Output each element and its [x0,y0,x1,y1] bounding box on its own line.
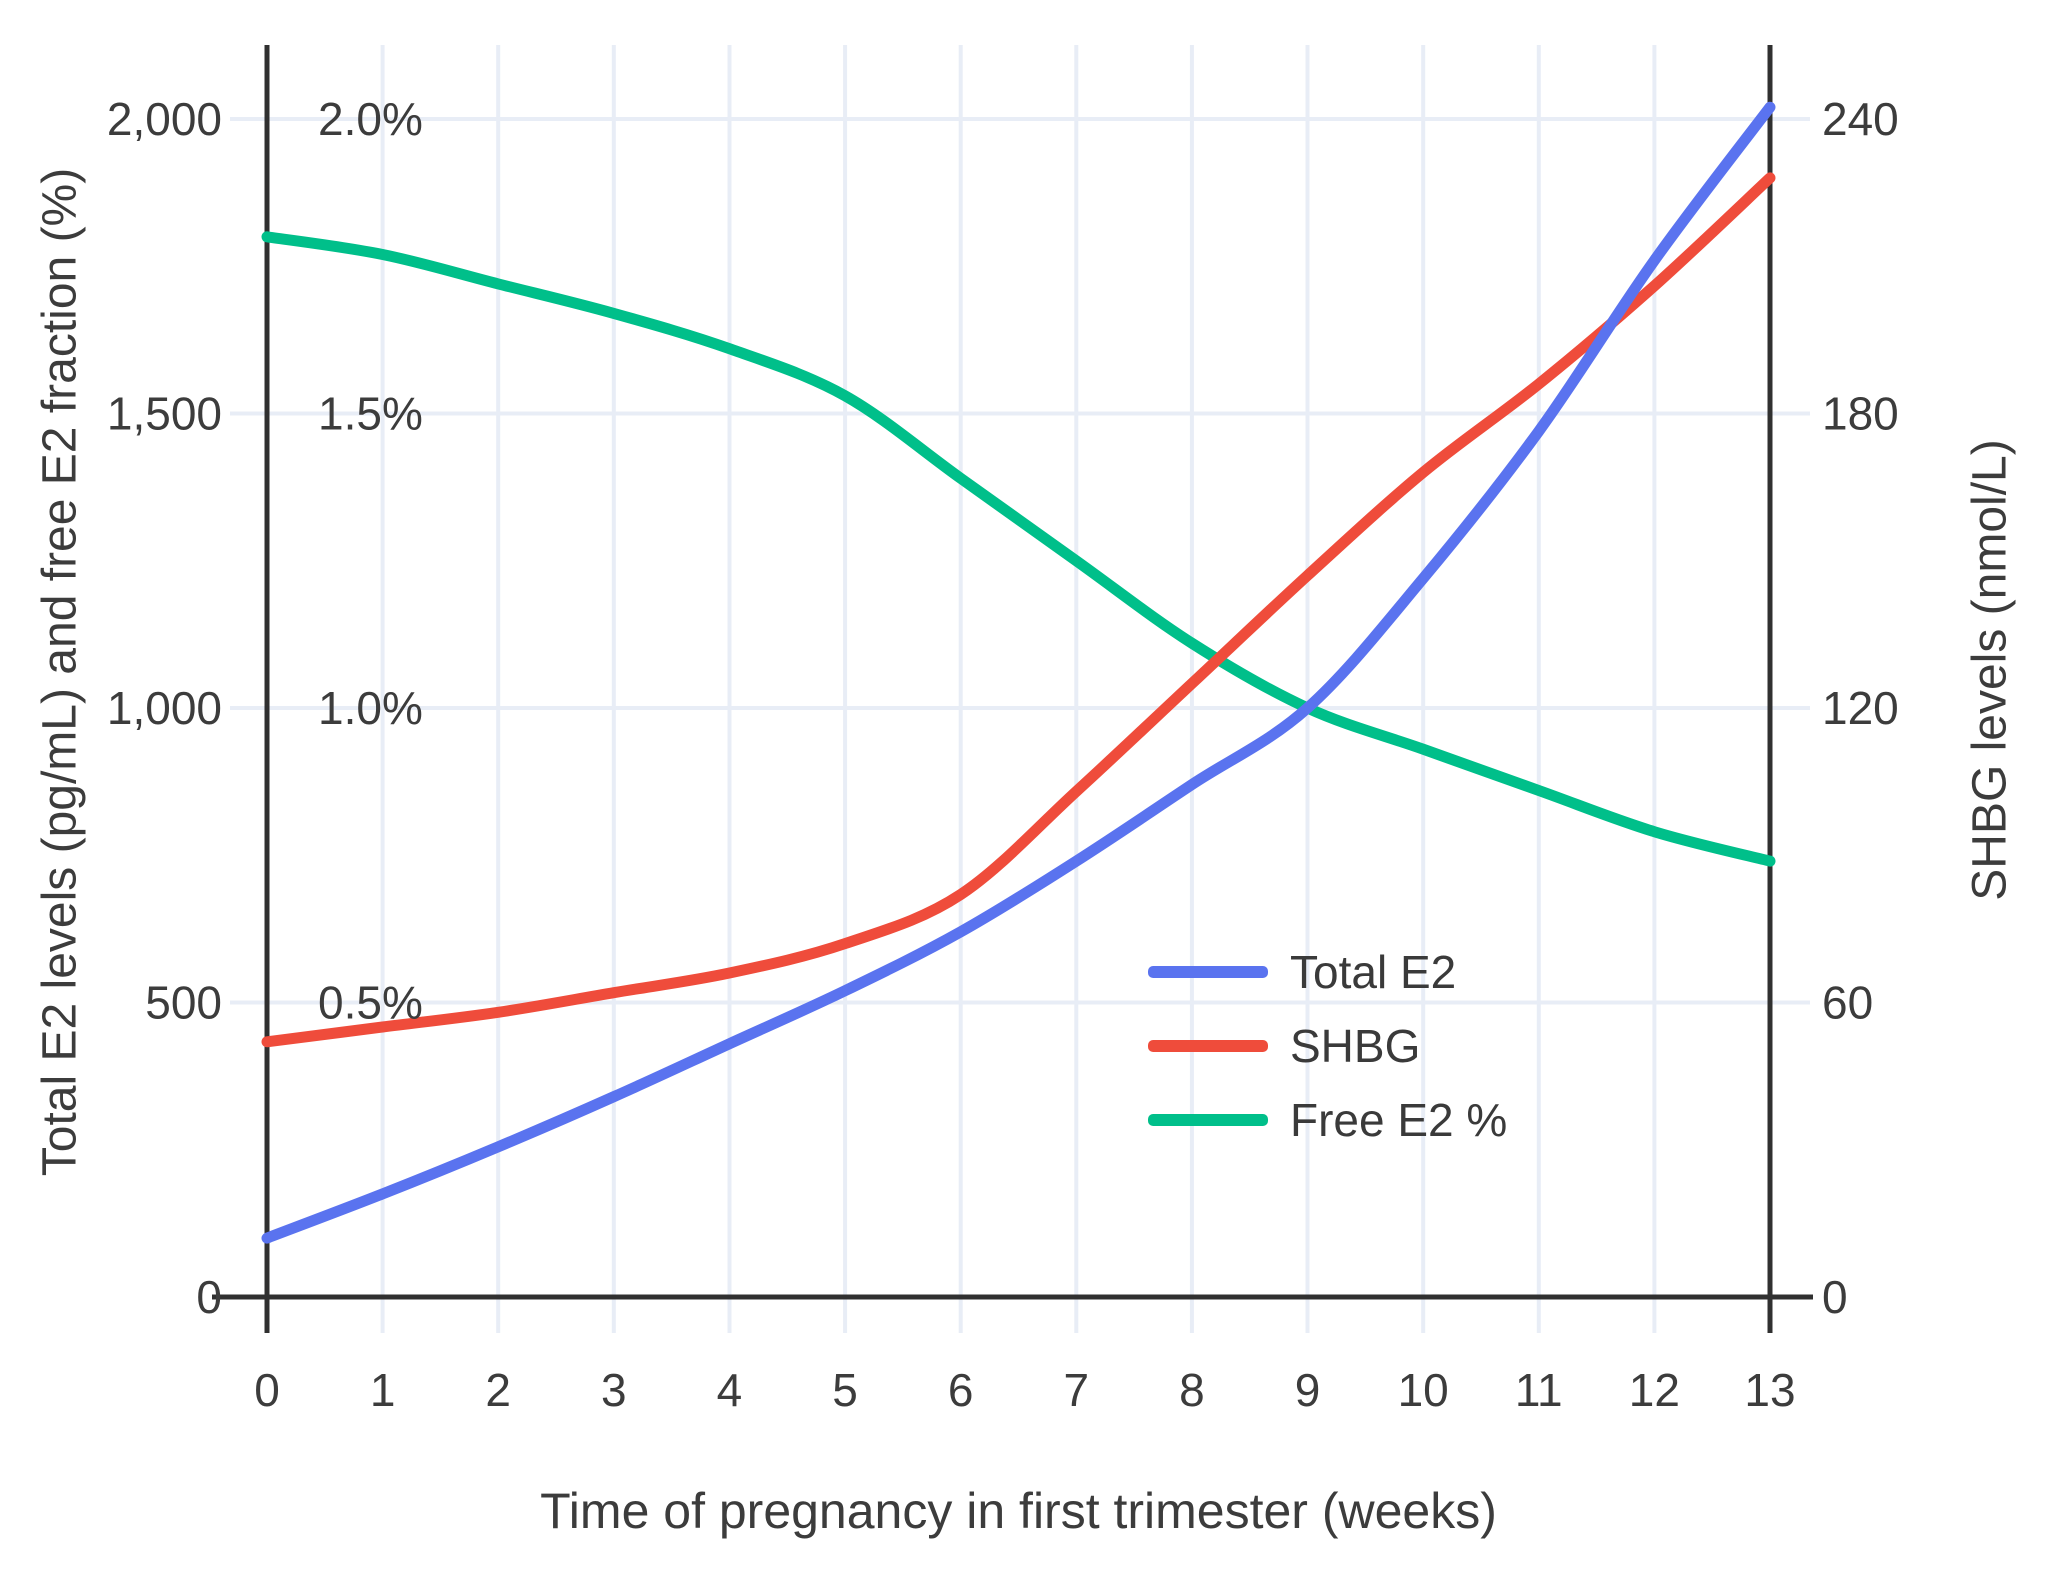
legend-item-free-e2[interactable]: Free E2 % [1148,1094,1508,1146]
legend: Total E2 SHBG Free E2 % [1148,946,1508,1146]
legend-swatch-free-e2 [1148,1114,1268,1126]
axis-lines [212,45,1813,1333]
x-axis-tick-label: 12 [1629,1364,1680,1416]
left-axis-tick-label: 1,000 [107,682,222,734]
left-axis-tick-label: 0 [196,1271,222,1323]
left-axis-tick-label: 500 [145,977,222,1029]
x-axis-tick-label: 9 [1295,1364,1321,1416]
right-axis-tick-label: 120 [1822,682,1899,734]
x-axis-tick-label: 3 [601,1364,627,1416]
gridlines [230,45,1810,1333]
x-axis-tick-label: 10 [1398,1364,1449,1416]
tick-labels: 05001,0001,5002,0000.5%1.0%1.5%2.0%06012… [107,93,1899,1416]
shbg-line [261,172,1776,1048]
x-axis-tick-label: 8 [1179,1364,1205,1416]
percent-tick-label: 0.5% [318,977,423,1029]
legend-item-total-e2[interactable]: Total E2 [1148,946,1507,998]
percent-tick-label: 2.0% [318,93,423,145]
right-axis-tick-label: 0 [1822,1271,1848,1323]
total-e2-line [261,101,1776,1244]
legend-label-free-e2: Free E2 % [1290,1094,1508,1146]
legend-label-shbg: SHBG [1290,1020,1421,1072]
legend-swatch-shbg [1148,1040,1268,1052]
x-axis-tick-label: 7 [1064,1364,1090,1416]
x-axis-tick-label: 11 [1515,1364,1563,1416]
series-lines [261,101,1776,1244]
percent-tick-label: 1.5% [318,388,423,440]
x-axis-tick-label: 0 [254,1364,280,1416]
x-axis-tick-label: 6 [948,1364,974,1416]
x-axis-tick-label: 5 [832,1364,858,1416]
x-axis-tick-label: 4 [717,1364,743,1416]
x-axis-title: Time of pregnancy in first trimester (we… [540,1483,1497,1539]
x-axis-tick-label: 13 [1744,1364,1795,1416]
left-axis-title: Total E2 levels (pg/mL) and free E2 frac… [33,167,87,1177]
right-axis-tick-label: 180 [1822,388,1899,440]
right-axis-title: SHBG levels (nmol/L) [1963,439,2017,901]
left-axis-tick-label: 1,500 [107,388,222,440]
legend-item-shbg[interactable]: SHBG [1148,1020,1507,1072]
x-axis-tick-label: 2 [485,1364,511,1416]
left-axis-tick-label: 2,000 [107,93,222,145]
percent-tick-label: 1.0% [318,682,423,734]
legend-swatch-total-e2 [1148,966,1268,978]
right-axis-tick-label: 240 [1822,93,1899,145]
right-axis-tick-label: 60 [1822,977,1873,1029]
free-e2-line [261,231,1776,867]
legend-label-total-e2: Total E2 [1290,946,1457,998]
x-axis-tick-label: 1 [370,1364,396,1416]
